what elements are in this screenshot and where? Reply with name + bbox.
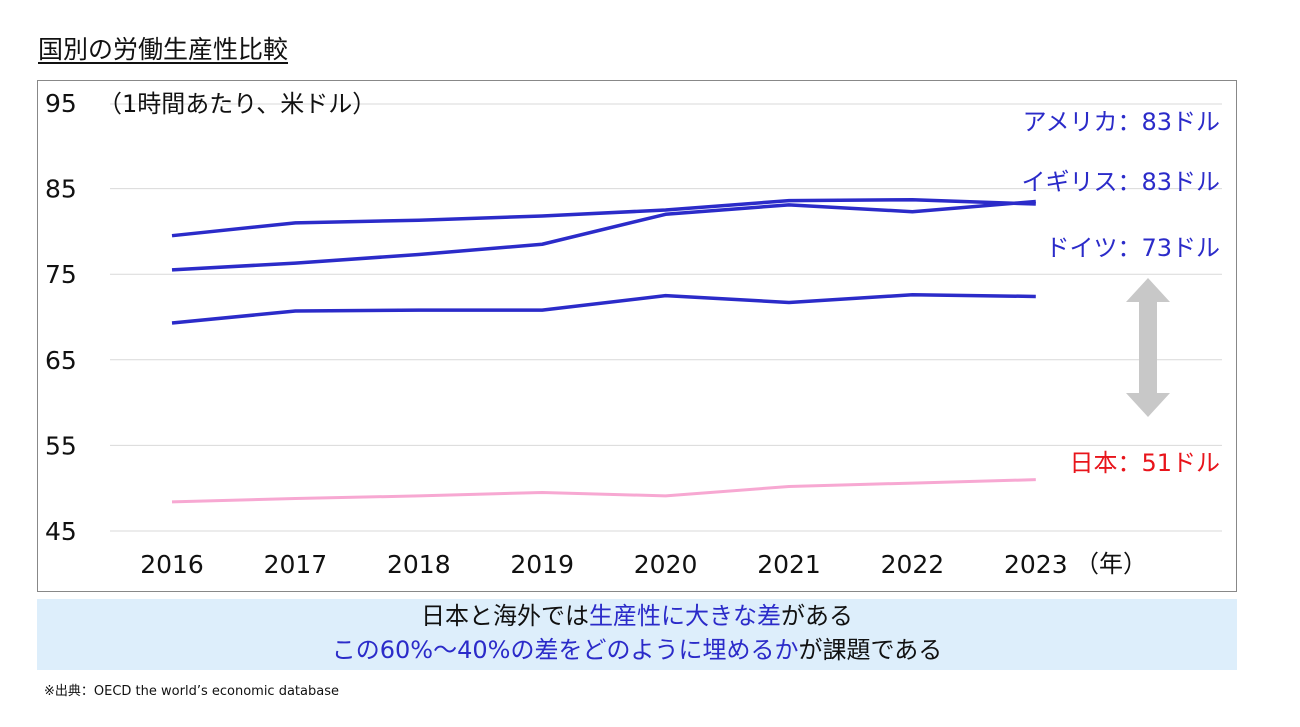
source-note: ※出典：OECD the world’s economic database [44, 684, 339, 699]
summary-line-1: 日本と海外では生産性に大きな差がある [37, 599, 1237, 633]
chart-frame [37, 80, 1237, 592]
y-tick-label: 85 [45, 175, 77, 204]
x-tick-label: 2020 [634, 550, 698, 579]
double-arrow-icon [1126, 278, 1170, 417]
page-title: 国別の労働生産性比較 [38, 35, 289, 64]
summary-text: が課題である [798, 636, 943, 664]
x-tick-label: 2023 [1004, 550, 1068, 579]
series-label: アメリカ：83ドル [1023, 108, 1220, 136]
y-axis-label: （1時間あたり、米ドル） [98, 90, 376, 118]
series-label: イギリス：83ドル [1021, 168, 1220, 196]
x-tick-label: 2018 [387, 550, 451, 579]
productivity-line-chart: 95 85 75 65 55 45 （1時間あたり、米ドル） 2016 2017 2018 2019… [45, 89, 1222, 579]
summary-highlight: この60%～40%の差をどのように埋めるか [331, 636, 799, 664]
x-tick-label: 2019 [510, 550, 574, 579]
summary-highlight: 生産性に大きな差 [589, 602, 781, 630]
series-label: 日本：51ドル [1069, 449, 1220, 477]
y-tick-label: 55 [45, 431, 77, 460]
y-tick-label: 75 [45, 260, 77, 289]
series-line-1 [171, 199, 1036, 272]
x-tick-label: 2016 [140, 550, 204, 579]
summary-box: 日本と海外では生産性に大きな差がある この60%～40%の差をどのように埋めるか… [37, 599, 1237, 670]
summary-text: 日本と海外では [421, 602, 589, 630]
series-label: ドイツ：73ドル [1045, 234, 1220, 262]
x-tick-label: 2017 [264, 550, 328, 579]
series-line-0 [171, 197, 1036, 238]
x-tick-label: 2022 [881, 550, 945, 579]
x-tick-label: 2021 [757, 550, 821, 579]
y-tick-label: 95 [45, 89, 77, 118]
summary-text: がある [781, 602, 853, 630]
series-line-2 [171, 292, 1036, 325]
summary-line-2: この60%～40%の差をどのように埋めるかが課題である [37, 633, 1237, 667]
x-axis-label: （年） [1075, 550, 1147, 578]
y-tick-label: 45 [45, 517, 77, 546]
series-line-3 [171, 478, 1036, 504]
y-tick-label: 65 [45, 346, 77, 375]
